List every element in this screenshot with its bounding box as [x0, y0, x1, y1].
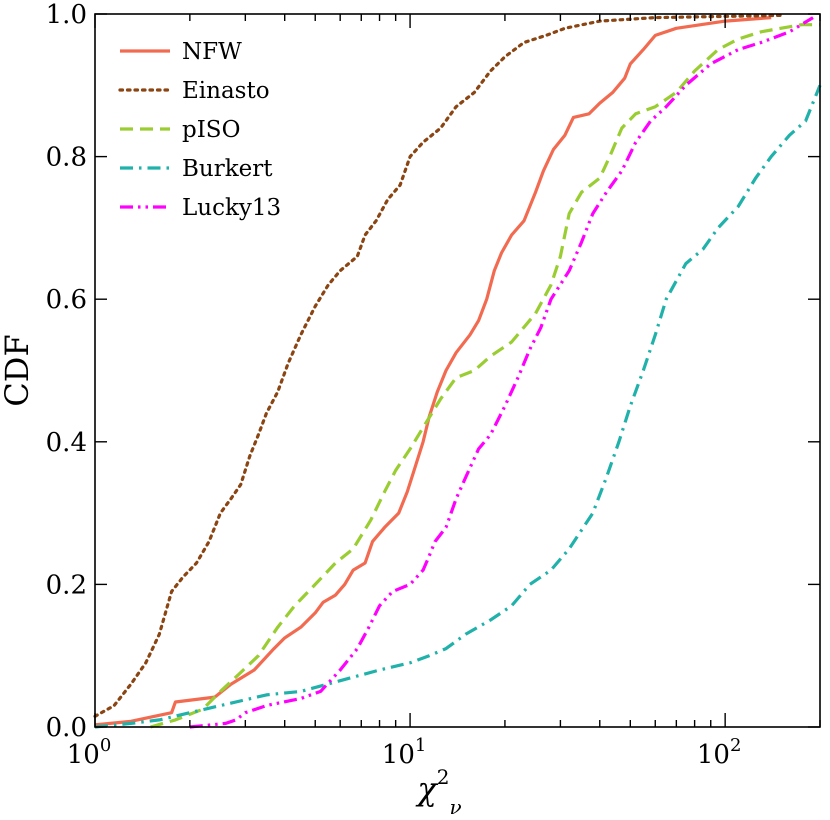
series-line-nfw: [94, 16, 772, 727]
y-tick-label: 1.0: [46, 0, 87, 30]
y-tick-label: 0.8: [46, 143, 87, 173]
y-tick-label: 0.6: [46, 285, 87, 315]
series-line-einasto: [93, 13, 783, 718]
x-axis-label-superscript: 2: [437, 765, 450, 789]
x-tick-label: 101: [382, 735, 427, 770]
legend-label-lucky13: Lucky13: [182, 195, 281, 221]
legend-label-nfw: NFW: [182, 39, 242, 65]
axis-ticks-group: 0.0 0.2 0.4 0.6 0.8 1.0 100 101 102: [46, 0, 821, 770]
legend: NFW Einasto pISO Burkert Lucky13: [118, 39, 281, 221]
series-line-piso: [150, 23, 820, 729]
series-line-burkert: [94, 84, 822, 729]
plot-series-group: [93, 13, 822, 729]
x-axis-label-subscript: ν: [449, 795, 461, 819]
x-axis-label-base: χ: [415, 770, 438, 808]
legend-label-piso: pISO: [182, 117, 240, 143]
y-tick-label: 0.2: [46, 570, 87, 600]
y-axis-label: CDF: [0, 334, 36, 406]
legend-label-burkert: Burkert: [182, 156, 273, 182]
x-tick-label: 102: [697, 735, 742, 770]
x-tick-label: 100: [67, 735, 112, 770]
legend-label-einasto: Einasto: [182, 78, 270, 104]
plot-frame: [94, 13, 821, 728]
y-tick-label: 0.4: [46, 428, 87, 458]
y-tick-label: 0.0: [46, 713, 87, 743]
x-axis-label: χ2 ν: [415, 765, 461, 819]
series-line-lucky13: [189, 16, 814, 729]
